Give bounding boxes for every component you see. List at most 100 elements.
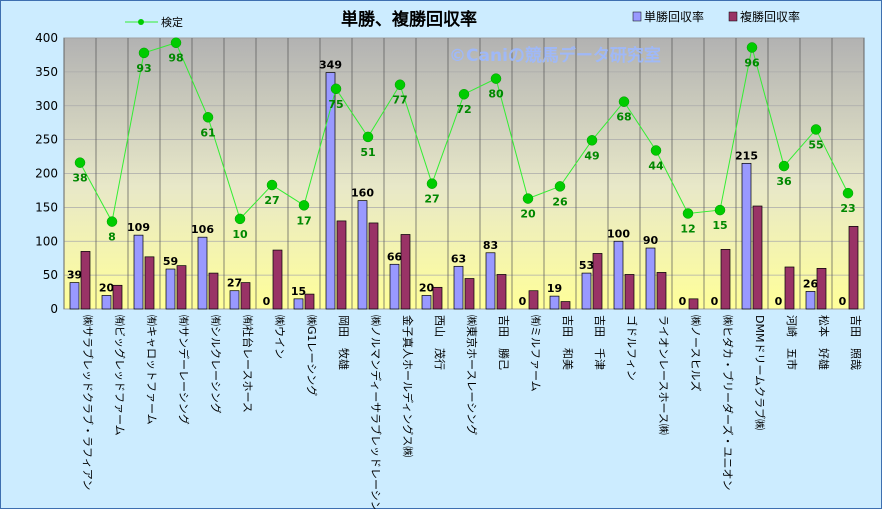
bar-tansho-label: 106 [191,223,214,236]
line-point-label: 10 [232,228,248,241]
category-label: ライオンレースホース㈱ [657,315,670,435]
line-point [650,145,662,156]
bar-tansho [645,247,656,310]
bar-fukusho [496,274,507,310]
line-point [618,96,630,107]
line-point-label: 8 [108,231,116,244]
line-point [202,112,214,123]
bar-tansho [229,290,240,310]
bar-tansho-label: 27 [227,277,242,290]
category-label: ㈱ヒダカ・ブリーダーズ・ユニオン [721,315,735,490]
bar-tansho [453,265,464,310]
line-point-label: 26 [552,195,568,208]
bar-tansho-label: 349 [319,59,342,72]
bar-tansho-label: 109 [127,221,150,234]
bar-tansho [805,291,816,310]
line-point [746,42,758,53]
bar-fukusho [656,272,667,310]
bar-fukusho [336,220,347,310]
category-label: ㈲社台レースホース [241,315,255,413]
line-point [554,181,566,192]
bar-tansho [197,236,208,310]
bar-fukusho [240,282,251,310]
y-tick-label: 300 [35,99,58,113]
line-point [490,73,502,84]
legend-tansho-label: 単勝回収率 [644,9,704,24]
category-label: ㈱サラブレッドクラブ・ラフィアン [81,315,95,490]
line-point [266,179,278,191]
category-label: 吉田 和美 [561,315,574,370]
line-point [330,83,342,95]
category-label: ㈲ビッグレッドファーム [113,315,127,436]
category-label: ㈲ミルファーム [529,315,542,392]
bar-tansho-label: 160 [351,187,374,200]
line-point [138,47,150,59]
line-point [810,124,822,135]
line-point-label: 68 [616,111,631,124]
category-label: ㈱ノルマンディーサラブレッドレーシング [369,315,383,509]
bar-fukusho [432,286,443,310]
line-point-label: 55 [808,138,823,151]
category-label: ゴドルフィン [625,315,639,381]
line-point [394,79,406,90]
line-point [778,160,790,172]
category-label: DMMドリームクラブ㈱ [753,315,767,430]
line-point [74,157,86,168]
bar-fukusho [368,222,379,310]
bar-fukusho [848,225,859,310]
y-tick-label: 100 [35,234,58,248]
bar-tansho [741,162,752,310]
bar-tansho-label: 0 [263,295,271,308]
category-label: 吉田 照哉 [849,315,863,370]
legend-fukusho-swatch [728,11,738,22]
bar-fukusho [208,272,219,310]
y-tick-label: 200 [35,167,58,181]
bar-tansho [325,72,336,310]
bar-tansho [485,252,496,310]
bar-tansho-label: 90 [643,234,659,247]
line-point-label: 72 [456,103,471,116]
bar-tansho [69,282,80,310]
bar-tansho [581,272,592,310]
category-label: 河崎 五市 [785,315,799,370]
bar-fukusho [144,256,155,310]
line-point-label: 51 [360,146,375,159]
category-label: ㈲キャロットファーム [145,315,158,425]
bar-tansho [293,298,304,310]
line-point-label: 36 [776,175,792,188]
legend-kentei-marker [138,19,144,25]
line-point-label: 49 [584,149,599,162]
bar-tansho-label: 0 [519,295,527,308]
bar-tansho-label: 39 [67,269,82,282]
line-point-label: 20 [520,208,536,221]
line-point [458,88,470,100]
line-point-label: 27 [424,193,439,206]
bar-fukusho [400,234,411,310]
legend-fukusho-label: 複勝回収率 [740,9,800,24]
line-point-label: 12 [680,222,695,235]
bar-fukusho [624,274,635,310]
y-tick-label: 50 [43,268,58,282]
bar-fukusho [784,266,795,310]
bar-fukusho [176,265,187,310]
line-point-label: 44 [648,159,664,172]
bar-tansho-label: 15 [291,285,306,298]
category-label: ㈱G1レーシング [305,315,319,396]
bar-fukusho [272,249,283,310]
bar-fukusho [112,284,123,310]
line-point [842,187,854,199]
bar-fukusho [688,298,699,310]
bar-tansho-label: 66 [387,250,403,263]
bar-tansho [421,295,432,310]
line-point [362,131,374,143]
bar-tansho [165,268,176,310]
category-label: 金子真人ホールディングス㈱ [401,315,415,457]
bar-tansho-label: 0 [839,295,847,308]
bar-tansho-label: 59 [163,255,178,268]
line-point-label: 38 [72,172,87,185]
bar-tansho-label: 83 [483,239,498,252]
bar-fukusho [816,268,827,310]
category-label: 吉田 勝己 [497,315,511,370]
category-label: ㈱ノースヒルズ [689,315,703,391]
bar-tansho [101,295,112,310]
